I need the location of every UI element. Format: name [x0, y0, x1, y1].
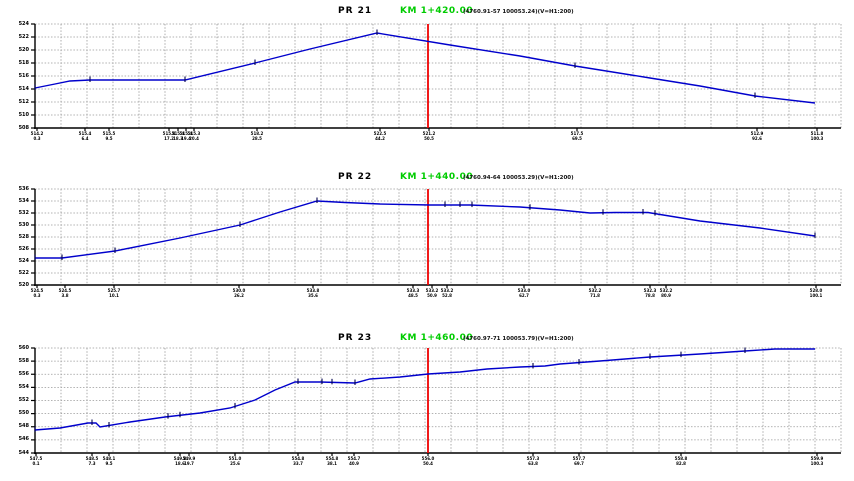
y-axis-label: 522 [18, 33, 29, 40]
y-axis-label: 524 [18, 257, 29, 264]
x-axis-label: 525.7 10.1 [107, 288, 121, 298]
y-axis-label: 530 [18, 221, 29, 228]
chart2-title: PR 22 [338, 172, 373, 182]
chart1-title-row: PR 21 KM 1+420.00 (4760.91-57 100053.24)… [0, 6, 854, 20]
x-axis-label: 515.4 6.4 [78, 131, 92, 141]
x-axis-label: 549.9 19.7 [182, 456, 196, 466]
y-axis-label: 550 [18, 410, 29, 417]
x-axis-label: 524.5 3.8 [58, 288, 72, 298]
x-axis-label: 515.4 17.2 [162, 131, 176, 141]
y-axis-label: 536 [18, 185, 29, 192]
chart1-km-station-label: KM 1+420.00 [400, 6, 474, 16]
chart3-meta-text: (4760.97-71 100053.79)(V=H1:200) [463, 336, 574, 342]
terrain-profile-line [35, 200, 816, 259]
x-axis-label: 554.8 33.7 [291, 456, 305, 466]
y-axis-label: 520 [18, 281, 29, 288]
x-axis-label: 533.2 52.8 [440, 288, 454, 298]
chart2-meta-text: (4760.94-64 100053.29)(V=H1:200) [463, 175, 574, 181]
y-axis-label: 522 [18, 269, 29, 276]
x-axis-label: 515.4 19.4 [179, 131, 193, 141]
x-axis-label: 518.2 28.5 [250, 131, 264, 141]
y-axis-label: 548 [18, 423, 29, 430]
chart3-title-row: PR 23 KM 1+460.00 (4760.97-71 100053.79)… [0, 333, 854, 347]
y-axis-label: 508 [18, 124, 29, 131]
y-axis-label: 516 [18, 72, 29, 79]
x-axis-label: 547.5 0.1 [29, 456, 43, 466]
x-axis-label: 530.0 26.2 [232, 288, 246, 298]
x-axis-label: 548.5 7.3 [85, 456, 99, 466]
x-axis-label: 557.3 63.8 [526, 456, 540, 466]
chart2-title-row: PR 22 KM 1+440.00 (4760.94-64 100053.29)… [0, 172, 854, 186]
y-axis-label: 554 [18, 383, 29, 390]
x-axis-label: 517.5 69.5 [570, 131, 584, 141]
x-axis-label: 532.2 71.8 [588, 288, 602, 298]
x-axis-label: 515.3 20.4 [187, 131, 201, 141]
y-axis-label: 556 [18, 370, 29, 377]
x-axis-label: 554.7 40.9 [347, 456, 361, 466]
chart3-title: PR 23 [338, 333, 373, 343]
x-axis-label: 548.1 9.5 [102, 456, 116, 466]
x-axis-label: 515.4 18.3 [171, 131, 185, 141]
y-axis-label: 560 [18, 344, 29, 351]
y-axis-label: 518 [18, 59, 29, 66]
x-axis-label: 511.8 100.3 [810, 131, 824, 141]
x-axis-label: 557.7 69.7 [572, 456, 586, 466]
x-axis-label: 559.9 100.3 [810, 456, 824, 466]
y-axis-label: 520 [18, 46, 29, 53]
x-axis-label: 558.8 82.8 [674, 456, 688, 466]
x-axis-label: 554.8 38.1 [325, 456, 339, 466]
chart2-km-station-label: KM 1+440.00 [400, 172, 474, 182]
x-axis-label: 533.2 50.9 [425, 288, 439, 298]
terrain-profile-line [34, 32, 816, 104]
y-axis-label: 544 [18, 449, 29, 456]
x-axis-label: 522.5 44.2 [373, 131, 387, 141]
y-axis-label: 512 [18, 98, 29, 105]
y-axis-label: 514 [18, 85, 29, 92]
x-axis-label: 533.3 48.5 [406, 288, 420, 298]
y-axis-label: 528 [18, 233, 29, 240]
x-axis-label: 515.5 9.5 [102, 131, 116, 141]
x-axis-label: 512.9 92.6 [750, 131, 764, 141]
y-axis-label: 546 [18, 436, 29, 443]
x-axis-label: 533.0 62.7 [517, 288, 531, 298]
y-axis-label: 534 [18, 197, 29, 204]
y-axis-label: 524 [18, 20, 29, 27]
chart1-meta-text: (4760.91-57 100053.24)(V=H1:200) [463, 9, 574, 15]
x-axis-label: 521.2 50.5 [422, 131, 436, 141]
x-axis-label: 533.8 35.6 [306, 288, 320, 298]
x-axis-label: 532.2 80.9 [659, 288, 673, 298]
x-axis-label: 551.0 25.6 [228, 456, 242, 466]
x-axis-label: 549.8 18.6 [173, 456, 187, 466]
y-axis-label: 532 [18, 209, 29, 216]
x-axis-label: 524.5 0.3 [30, 288, 44, 298]
y-axis-label: 510 [18, 111, 29, 118]
x-axis-label: 556.0 50.4 [421, 456, 435, 466]
x-axis-label: 532.3 78.8 [643, 288, 657, 298]
y-axis-label: 552 [18, 397, 29, 403]
chart1-title: PR 21 [338, 6, 373, 16]
y-axis-label: 558 [18, 357, 29, 364]
x-axis-label: 514.2 0.3 [30, 131, 44, 141]
y-axis-label: 526 [18, 245, 29, 252]
x-axis-label: 528.0 100.1 [809, 288, 823, 298]
chart3-km-station-label: KM 1+460.00 [400, 333, 474, 343]
terrain-profile-line [34, 348, 815, 431]
